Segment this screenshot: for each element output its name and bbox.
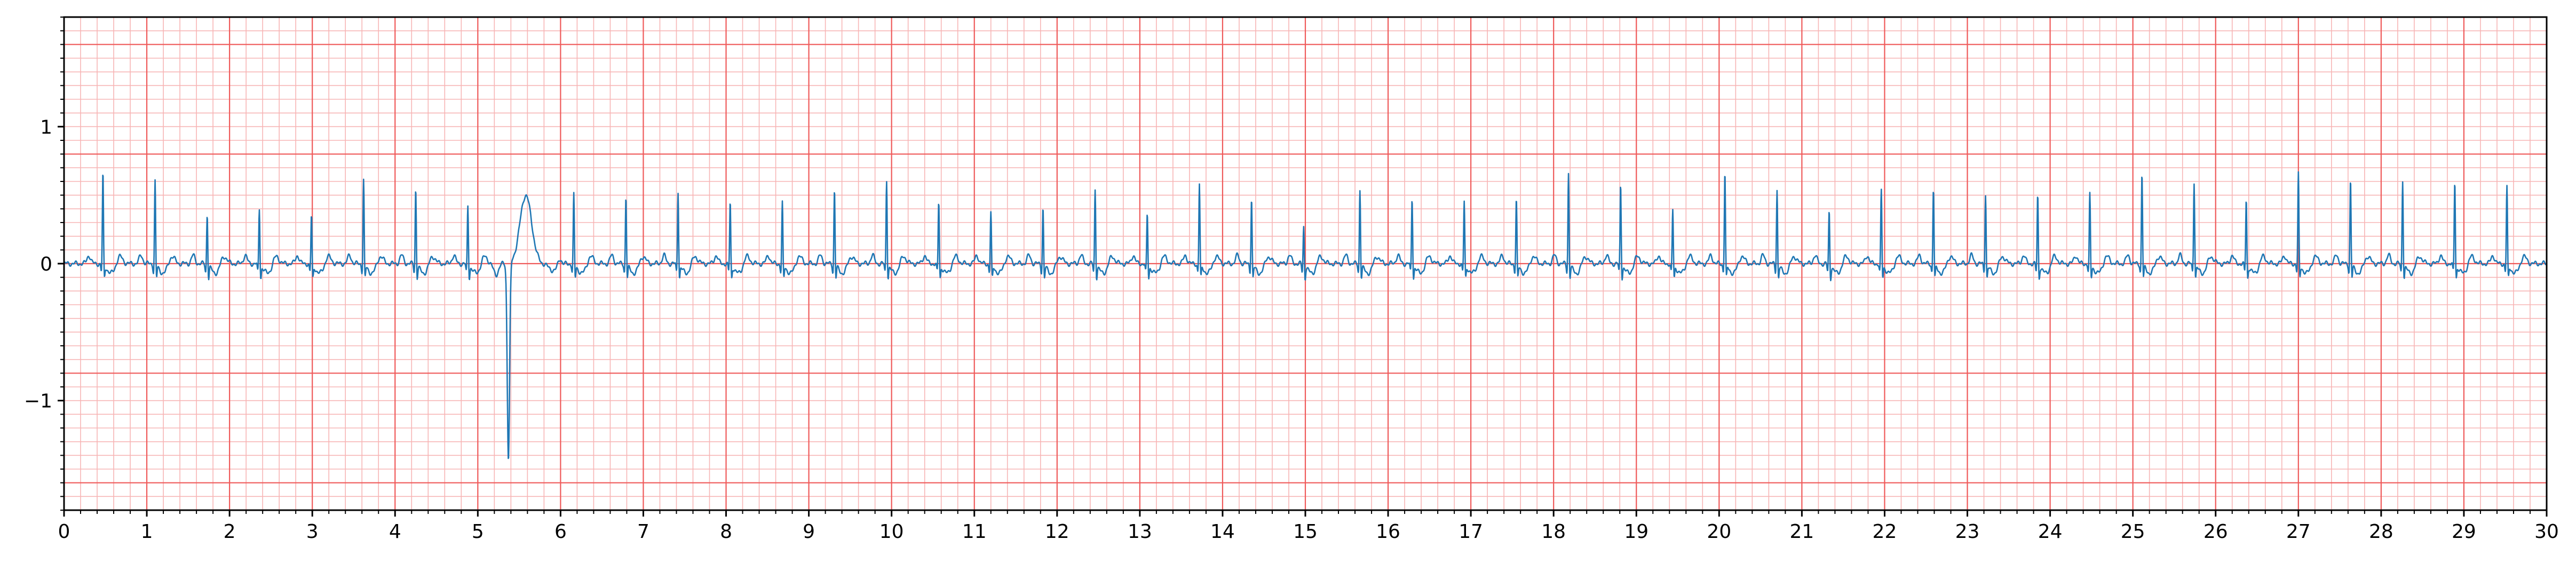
x-tick-label: 13 bbox=[1128, 521, 1152, 543]
x-tick-label: 6 bbox=[554, 521, 567, 543]
ecg-series bbox=[63, 171, 2548, 459]
y-tick-label: 0 bbox=[40, 253, 52, 275]
x-tick-label: 16 bbox=[1376, 521, 1400, 543]
x-tick-label: 28 bbox=[2369, 521, 2393, 543]
x-tick-label: 12 bbox=[1045, 521, 1069, 543]
x-tick-label: 8 bbox=[720, 521, 732, 543]
y-tick-label: −1 bbox=[24, 391, 52, 413]
x-tick-label: 0 bbox=[58, 521, 70, 543]
x-tick-label: 1 bbox=[141, 521, 153, 543]
x-tick-label: 22 bbox=[1873, 521, 1897, 543]
x-tick-label: 3 bbox=[306, 521, 319, 543]
ecg-signal-line bbox=[63, 171, 2548, 459]
x-tick-label: 11 bbox=[962, 521, 987, 543]
x-tick-label: 25 bbox=[2121, 521, 2145, 543]
x-tick-label: 17 bbox=[1459, 521, 1483, 543]
x-tick-label: 4 bbox=[389, 521, 401, 543]
x-tick-label: 26 bbox=[2204, 521, 2228, 543]
x-axis: 0 1 2 3 4 5 6 7 8 9 10 11 12 13 14 15 16 17 18 19 20 21 22 23 24… bbox=[58, 510, 2559, 543]
x-tick-label: 23 bbox=[1955, 521, 1980, 543]
x-tick-label: 19 bbox=[1624, 521, 1648, 543]
x-tick-label: 15 bbox=[1293, 521, 1318, 543]
x-tick-label: 14 bbox=[1210, 521, 1235, 543]
y-tick-label: 1 bbox=[40, 116, 52, 138]
x-tick-label: 10 bbox=[879, 521, 904, 543]
x-tick-label: 5 bbox=[472, 521, 484, 543]
x-tick-label: 2 bbox=[224, 521, 236, 543]
x-tick-label: 21 bbox=[1789, 521, 1814, 543]
x-tick-label: 18 bbox=[1541, 521, 1566, 543]
x-tick-label: 29 bbox=[2452, 521, 2476, 543]
x-tick-label: 24 bbox=[2038, 521, 2063, 543]
x-tick-label: 30 bbox=[2534, 521, 2559, 543]
x-tick-label: 9 bbox=[803, 521, 815, 543]
y-axis: 1 0 −1 bbox=[24, 17, 64, 511]
x-tick-label: 27 bbox=[2286, 521, 2311, 543]
x-tick-label: 20 bbox=[1707, 521, 1731, 543]
x-tick-label: 7 bbox=[637, 521, 649, 543]
